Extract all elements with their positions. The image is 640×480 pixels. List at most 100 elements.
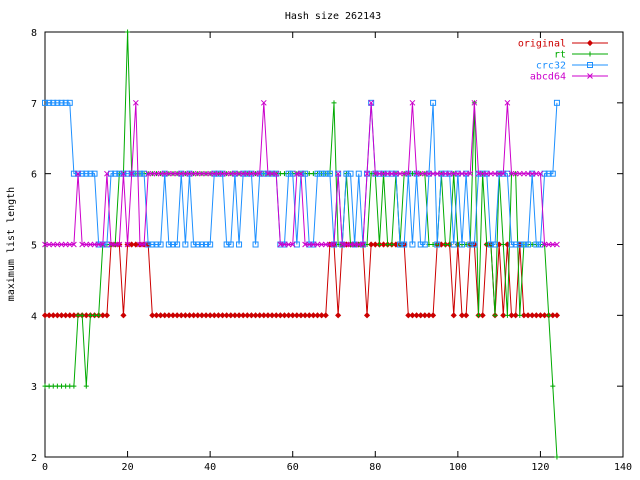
data-point-original bbox=[417, 312, 424, 319]
data-point-abcd64 bbox=[132, 99, 139, 106]
data-point-abcd64 bbox=[215, 170, 222, 177]
data-point-abcd64 bbox=[537, 170, 544, 177]
data-point-abcd64 bbox=[343, 241, 350, 248]
data-point-abcd64 bbox=[232, 170, 238, 177]
data-point-rt bbox=[517, 312, 523, 318]
data-point-crc32 bbox=[421, 241, 428, 248]
data-point-crc32 bbox=[182, 241, 189, 248]
data-point-abcd64 bbox=[120, 170, 127, 177]
series-original bbox=[41, 241, 561, 319]
data-point-abcd64 bbox=[157, 170, 164, 177]
data-point-rt bbox=[376, 242, 382, 247]
data-point-abcd64 bbox=[203, 170, 209, 177]
data-point-original bbox=[310, 312, 317, 319]
data-point-abcd64 bbox=[252, 170, 259, 177]
data-point-original bbox=[421, 312, 428, 319]
data-point-crc32 bbox=[190, 241, 197, 248]
data-point-crc32 bbox=[62, 99, 69, 106]
data-point-rt bbox=[125, 29, 131, 35]
data-point-original bbox=[269, 312, 276, 319]
data-point-abcd64 bbox=[281, 241, 288, 248]
data-point-abcd64 bbox=[533, 170, 540, 177]
data-point-crc32 bbox=[260, 170, 267, 177]
data-point-abcd64 bbox=[62, 241, 69, 248]
data-point-crc32 bbox=[525, 241, 532, 248]
data-point-original bbox=[240, 312, 247, 319]
data-point-original bbox=[264, 312, 272, 319]
data-point-abcd64 bbox=[137, 241, 143, 248]
data-point-abcd64 bbox=[50, 241, 57, 248]
data-point-abcd64 bbox=[459, 170, 465, 177]
data-point-abcd64 bbox=[372, 170, 379, 177]
data-point-original bbox=[533, 312, 540, 319]
data-point-abcd64 bbox=[388, 170, 395, 177]
data-point-abcd64 bbox=[430, 170, 436, 177]
data-point-abcd64 bbox=[376, 170, 383, 177]
data-point-original bbox=[198, 312, 205, 319]
data-point-abcd64 bbox=[190, 170, 197, 177]
data-point-original bbox=[66, 312, 73, 319]
x-tick-label: 0 bbox=[42, 462, 48, 473]
data-point-crc32 bbox=[434, 241, 441, 248]
data-point-abcd64 bbox=[178, 170, 185, 177]
data-point-abcd64 bbox=[306, 241, 313, 248]
data-point-crc32 bbox=[537, 241, 544, 248]
data-point-original bbox=[207, 312, 214, 319]
data-point-abcd64 bbox=[421, 170, 428, 177]
data-point-rt bbox=[71, 383, 77, 389]
x-tick-label: 120 bbox=[531, 462, 549, 473]
data-point-abcd64 bbox=[108, 241, 114, 248]
data-point-crc32 bbox=[512, 241, 519, 248]
data-point-abcd64 bbox=[161, 170, 168, 177]
data-point-abcd64 bbox=[66, 241, 73, 248]
data-point-original bbox=[153, 312, 160, 319]
data-point-original bbox=[46, 312, 53, 319]
data-point-original bbox=[132, 241, 139, 248]
data-point-original bbox=[215, 312, 222, 319]
data-point-original bbox=[293, 312, 300, 319]
data-point-abcd64 bbox=[240, 170, 247, 177]
data-point-crc32 bbox=[302, 170, 309, 177]
data-point-original bbox=[512, 312, 519, 319]
data-point-abcd64 bbox=[512, 170, 519, 177]
x-tick-label: 140 bbox=[614, 462, 632, 473]
data-point-crc32 bbox=[70, 170, 77, 177]
data-point-crc32 bbox=[541, 170, 548, 177]
data-point-original bbox=[273, 312, 280, 319]
data-point-original bbox=[58, 312, 65, 319]
data-point-abcd64 bbox=[42, 241, 48, 248]
data-point-abcd64 bbox=[450, 170, 457, 177]
data-point-abcd64 bbox=[149, 170, 156, 177]
data-point-abcd64 bbox=[46, 241, 52, 248]
y-tick-label: 7 bbox=[31, 99, 37, 110]
data-point-abcd64 bbox=[194, 170, 201, 177]
y-tick-label: 8 bbox=[31, 28, 37, 39]
data-point-abcd64 bbox=[525, 170, 531, 177]
data-point-original bbox=[500, 312, 507, 319]
data-point-crc32 bbox=[318, 170, 325, 177]
data-point-crc32 bbox=[285, 170, 292, 177]
data-point-crc32 bbox=[141, 170, 148, 177]
data-point-abcd64 bbox=[463, 170, 469, 177]
data-point-crc32 bbox=[194, 241, 201, 248]
data-point-abcd64 bbox=[289, 241, 296, 248]
data-point-original bbox=[211, 312, 218, 319]
data-point-original bbox=[227, 312, 234, 319]
data-point-abcd64 bbox=[248, 170, 255, 177]
data-point-abcd64 bbox=[104, 170, 110, 177]
data-point-crc32 bbox=[289, 170, 296, 177]
data-point-abcd64 bbox=[75, 170, 81, 177]
data-point-abcd64 bbox=[529, 170, 536, 177]
data-point-original bbox=[318, 312, 325, 319]
data-point-original bbox=[277, 312, 284, 319]
data-point-abcd64 bbox=[471, 99, 478, 106]
data-point-abcd64 bbox=[475, 170, 482, 177]
data-point-crc32 bbox=[103, 241, 110, 248]
data-point-rt bbox=[476, 312, 481, 318]
data-point-abcd64 bbox=[128, 170, 135, 177]
data-point-abcd64 bbox=[124, 241, 131, 248]
data-point-abcd64 bbox=[260, 99, 267, 106]
data-point-abcd64 bbox=[496, 170, 502, 177]
data-point-crc32 bbox=[458, 241, 465, 248]
